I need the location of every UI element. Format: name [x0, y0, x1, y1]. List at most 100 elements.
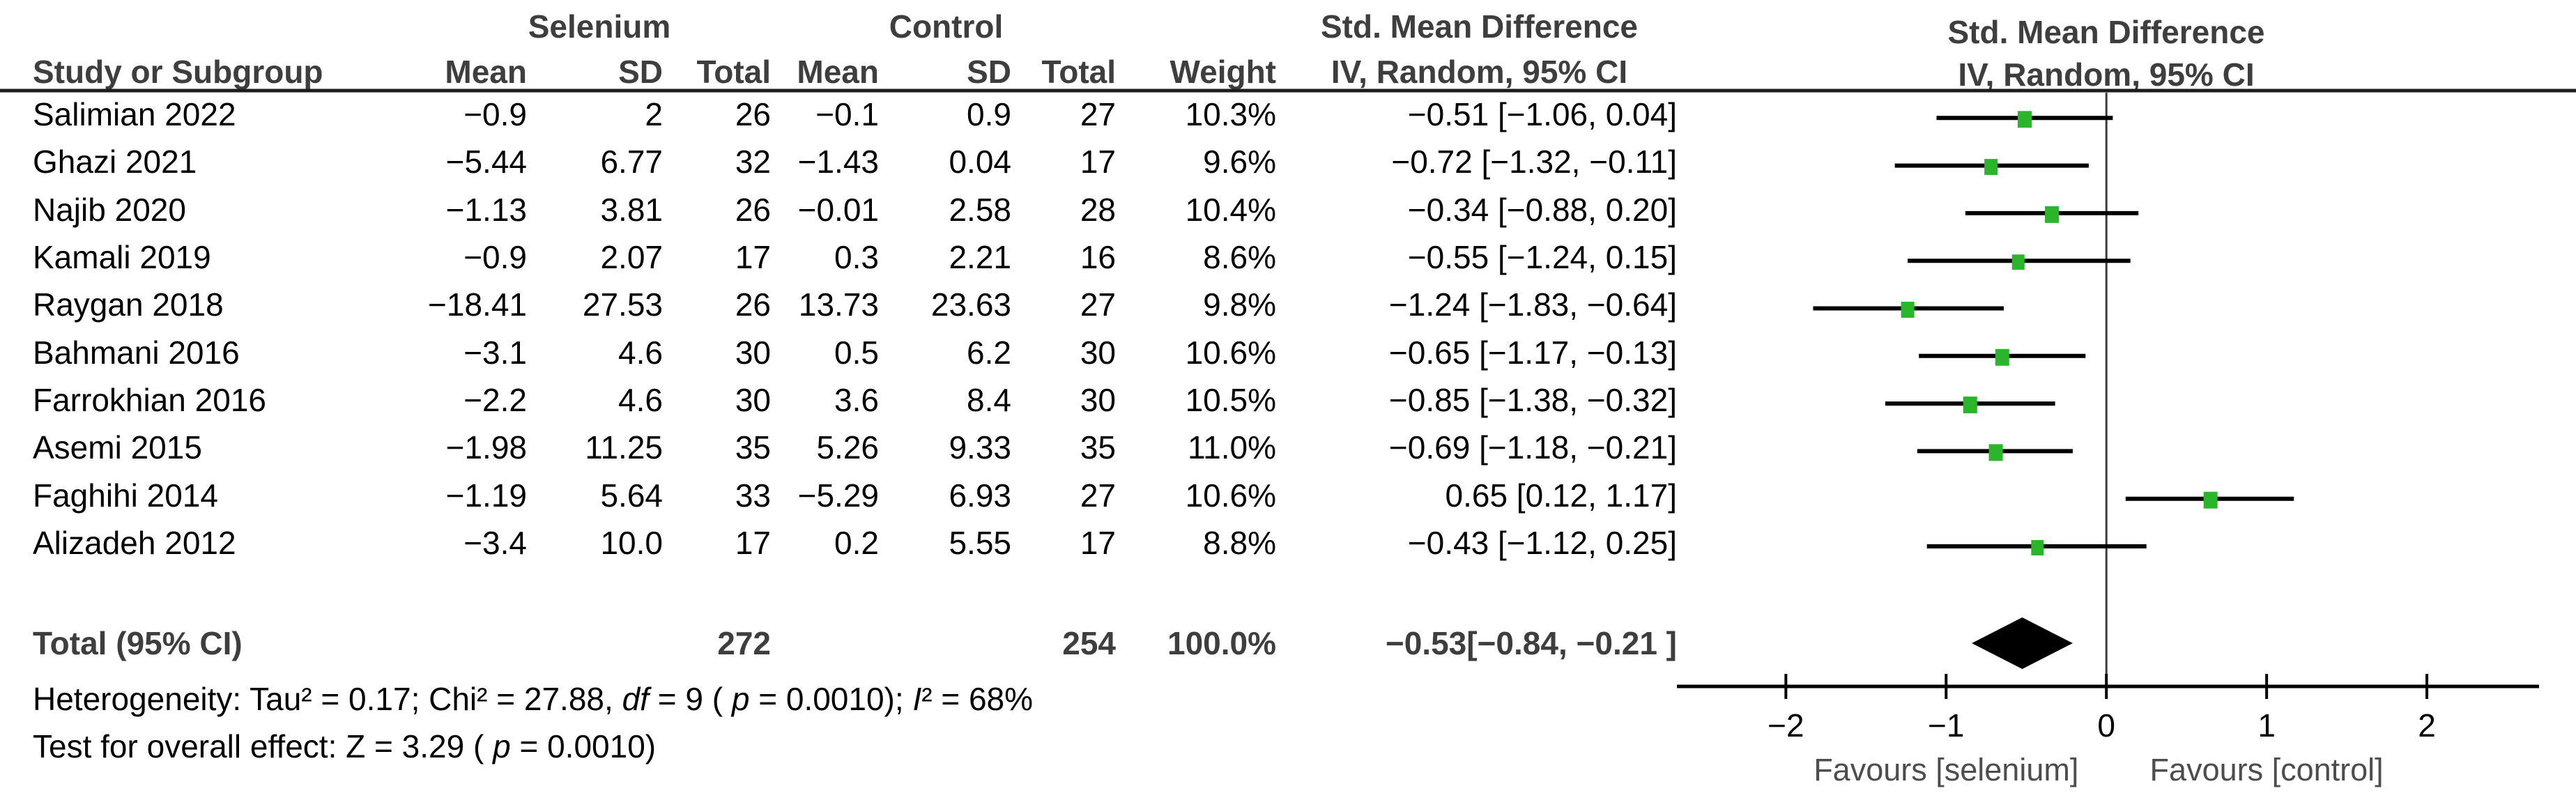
control-sd: 0.9: [967, 96, 1011, 133]
smd-ci-value: −0.55 [−1.24, 0.15]: [1407, 239, 1677, 276]
weight-value: 10.6%: [1185, 334, 1276, 371]
summary-diamond: [1972, 617, 2073, 669]
selenium-total: 33: [735, 477, 771, 514]
axis-tick-label: 0: [2097, 707, 2115, 744]
selenium-sd: 4.6: [618, 334, 663, 371]
control-sd: 8.4: [967, 381, 1011, 418]
selenium-mean: −18.41: [428, 286, 527, 323]
note-text: = 0.0010): [510, 728, 657, 764]
favours-right-label: Favours [control]: [2149, 752, 2384, 787]
smd-ci-value: −0.72 [−1.32, −0.11]: [1391, 144, 1677, 180]
control-total: 17: [1080, 144, 1116, 180]
control-mean: 0.3: [834, 239, 879, 276]
selenium-sd: 11.25: [585, 429, 663, 466]
table-row: Salimian 2022 −0.9 2 26 −0.1 0.9 27 10.3% −0.51 …: [0, 91, 1680, 138]
effect-marker: [2017, 111, 2032, 128]
note-text: Test for overall effect: Z = 3.29 (: [33, 728, 493, 764]
stat-symbol: I: [912, 681, 922, 717]
axis-tick-label: −1: [1928, 707, 1965, 744]
smd-ci-value: −0.43 [−1.12, 0.25]: [1407, 524, 1677, 561]
group-header-control: Control: [889, 8, 1004, 45]
table-row: Faghihi 2014 −1.19 5.64 33 −5.29 6.93 27 10.6% 0…: [0, 471, 1680, 518]
selenium-total: 26: [735, 286, 771, 323]
smd-ci-value: −0.34 [−0.88, 0.20]: [1407, 191, 1677, 228]
smd-ci-value: −0.85 [−1.38, −0.32]: [1388, 381, 1677, 418]
selenium-sd: 27.53: [582, 286, 663, 323]
total-row: Total (95% CI) 272 254 100.0% −0.53[−0.84, −…: [0, 618, 1680, 668]
control-mean: 0.2: [834, 524, 879, 561]
weight-value: 10.6%: [1185, 477, 1276, 514]
stat-symbol: p: [493, 728, 511, 764]
selenium-total: 26: [735, 96, 771, 133]
control-mean-header: Mean: [797, 54, 879, 90]
selenium-mean: −3.1: [463, 334, 527, 371]
axis-tick-label: 1: [2257, 707, 2276, 744]
selenium-mean: −3.4: [463, 524, 527, 561]
total-weight: 100.0%: [1167, 624, 1276, 661]
selenium-total: 17: [735, 239, 771, 276]
table-row: Alizadeh 2012 −3.4 10.0 17 0.2 5.55 17 8.8% −0.4…: [0, 519, 1680, 567]
control-total: 30: [1080, 381, 1116, 418]
stat-symbol: p: [731, 681, 750, 717]
effect-marker: [2045, 206, 2060, 223]
table-row: Bahmani 2016 −3.1 4.6 30 0.5 6.2 30 10.6% −0.65 …: [0, 328, 1680, 376]
effect-marker: [1963, 397, 1977, 414]
table-row: Farrokhian 2016 −2.2 4.6 30 3.6 8.4 30 10.5% −0.…: [0, 376, 1680, 424]
effect-marker: [1988, 444, 2003, 461]
selenium-mean: −5.44: [445, 144, 527, 180]
axis-tick-label: 2: [2418, 707, 2436, 744]
selenium-grand-total: 272: [717, 624, 771, 661]
control-mean: −0.1: [815, 96, 879, 133]
control-sd: 2.58: [949, 191, 1011, 228]
control-sd: 5.55: [949, 524, 1011, 561]
weight-value: 8.6%: [1203, 239, 1276, 276]
selenium-sd-header: SD: [618, 54, 663, 90]
study-name: Salimian 2022: [33, 96, 236, 133]
selenium-mean: −1.19: [445, 477, 527, 514]
axis-tick-label: −2: [1768, 707, 1804, 744]
control-mean: 0.5: [834, 334, 879, 371]
selenium-mean: −1.98: [445, 429, 527, 466]
note-text: = 0.0010);: [749, 681, 913, 717]
study-name: Ghazi 2021: [33, 144, 197, 180]
control-sd-header: SD: [967, 54, 1011, 90]
weight-column-header: Weight: [1170, 54, 1276, 90]
control-sd: 23.63: [930, 286, 1011, 323]
control-mean: −1.43: [797, 144, 879, 180]
summary-table: Selenium Control Std. Mean Difference St…: [0, 8, 1680, 668]
study-name: Asemi 2015: [33, 429, 202, 466]
control-total: 16: [1080, 239, 1116, 276]
selenium-sd: 6.77: [600, 144, 663, 180]
selenium-total: 17: [735, 524, 771, 561]
smd-ci-value: −0.69 [−1.18, −0.21]: [1388, 429, 1677, 466]
effect-marker: [1984, 159, 1998, 176]
effect-marker: [2031, 540, 2044, 555]
smd-ci-value: −0.65 [−1.17, −0.13]: [1388, 334, 1677, 371]
weight-value: 10.5%: [1185, 381, 1276, 418]
smd-method-column-header: IV, Random, 95% CI: [1331, 54, 1628, 90]
table-row: Najib 2020 −1.13 3.81 26 −0.01 2.58 28 10.4% −0.…: [0, 186, 1680, 233]
effect-marker: [2203, 491, 2218, 509]
effect-marker: [1901, 302, 1915, 318]
control-mean: 3.6: [834, 381, 879, 418]
study-name: Alizadeh 2012: [33, 524, 236, 561]
selenium-mean: −2.2: [463, 381, 527, 418]
group-header-selenium: Selenium: [528, 8, 671, 45]
control-mean: −0.01: [797, 191, 879, 228]
selenium-mean: −0.9: [463, 96, 527, 133]
control-total: 30: [1080, 334, 1116, 371]
control-sd: 6.2: [967, 334, 1011, 371]
overall-effect-note: Test for overall effect: Z = 3.29 ( p = …: [33, 728, 656, 765]
note-text: Heterogeneity: Tau² = 0.17; Chi² = 27.88…: [33, 681, 622, 717]
control-mean: 5.26: [816, 429, 879, 466]
weight-value: 11.0%: [1187, 429, 1276, 466]
study-name: Faghihi 2014: [33, 477, 218, 514]
control-mean: 13.73: [798, 286, 879, 323]
study-name: Najib 2020: [33, 191, 186, 228]
study-name: Kamali 2019: [33, 239, 211, 276]
control-sd: 9.33: [949, 429, 1011, 466]
plot-subtitle: IV, Random, 95% CI: [1958, 56, 2255, 93]
selenium-total: 30: [735, 334, 771, 371]
